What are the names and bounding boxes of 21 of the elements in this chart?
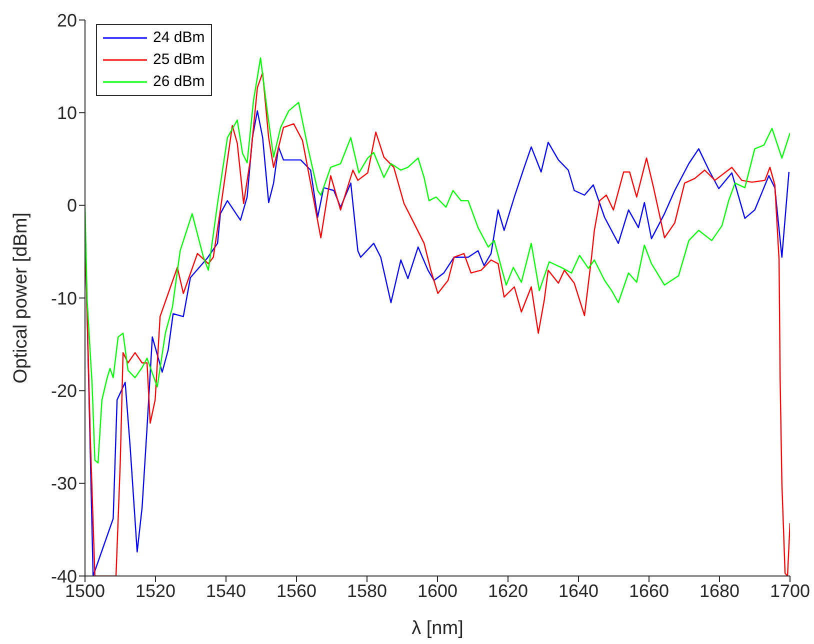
legend-label: 25 dBm [153,50,205,70]
y-tick-label: -20 [50,381,77,402]
x-tick-label: 1660 [628,580,670,601]
x-tick-label: 1540 [206,580,246,601]
x-tick-label: 1620 [488,580,528,601]
y-tick-label: 0 [66,196,77,216]
y-tick-label: 20 [56,10,77,30]
x-tick-label: 1680 [699,580,740,601]
x-tick-label: 1600 [417,580,458,601]
legend-label: 24 dBm [153,28,205,48]
legend-label: 26 dBm [153,72,205,92]
x-tick-label: 1580 [346,580,388,601]
y-tick-label: 10 [56,103,77,124]
x-axis-title: λ [nm] [412,618,464,639]
y-tick-label: -10 [50,288,77,308]
x-tick-label: 1560 [276,580,317,601]
y-tick-label: -30 [50,474,77,494]
x-tick-label: 1700 [770,580,810,601]
x-tick-label: 1640 [558,580,599,601]
x-tick-label: 1520 [135,580,176,601]
y-axis-title: Optical power [dBm] [10,212,32,384]
